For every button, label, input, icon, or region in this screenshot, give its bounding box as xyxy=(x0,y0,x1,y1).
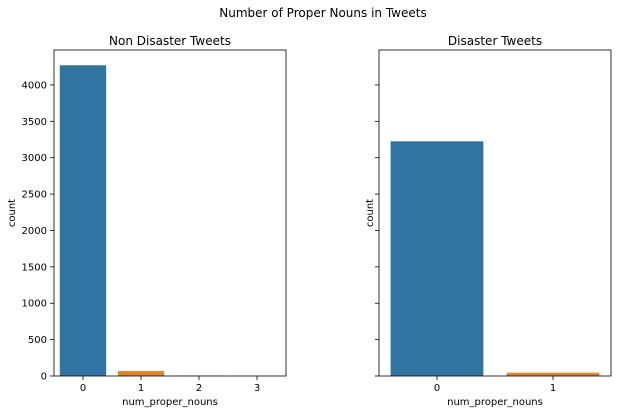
subplot-title-non-disaster: Non Disaster Tweets xyxy=(109,34,231,48)
y-tick-label-non-disaster: 1500 xyxy=(22,262,47,273)
y-axis-title-non-disaster: count xyxy=(7,199,18,227)
plot-area-non-disaster: 0 500 1000 1500 2000 2500 3000 3500 4000 0 1 2 3 xyxy=(22,49,287,394)
y-tick-label-non-disaster: 4000 xyxy=(22,80,47,91)
x-axis-title-non-disaster: num_proper_nouns xyxy=(122,397,218,408)
y-tick-label-non-disaster: 500 xyxy=(28,335,47,346)
y-tick-label-non-disaster: 1000 xyxy=(22,299,47,310)
x-tick-label-disaster: 0 xyxy=(434,383,440,394)
y-tick-label-non-disaster: 2000 xyxy=(22,226,47,237)
x-tick-label-disaster: 1 xyxy=(550,383,556,394)
y-tick-label-non-disaster: 3500 xyxy=(22,117,47,128)
subplot-non-disaster: Non Disaster Tweets 0 500 1000 1500 2000 2500… xyxy=(7,34,287,408)
x-tick-label-non-disaster: 3 xyxy=(254,383,260,394)
bar-disaster-1 xyxy=(506,372,600,376)
x-axis-title-disaster: num_proper_nouns xyxy=(447,397,543,408)
axes-frame-non-disaster xyxy=(53,49,287,377)
bar-non-disaster-1 xyxy=(117,371,165,376)
axes-frame-disaster xyxy=(378,49,612,377)
subplot-title-disaster: Disaster Tweets xyxy=(448,34,542,48)
x-tick-label-non-disaster: 0 xyxy=(80,383,86,394)
suptitle: Number of Proper Nouns in Tweets xyxy=(219,6,426,20)
y-tick-label-non-disaster: 2500 xyxy=(22,190,47,201)
y-axis-title-disaster: count xyxy=(365,199,376,227)
bar-non-disaster-0 xyxy=(59,65,107,376)
y-tick-label-non-disaster: 3000 xyxy=(22,153,47,164)
x-tick-label-non-disaster: 2 xyxy=(196,383,202,394)
x-tick-label-non-disaster: 1 xyxy=(138,383,144,394)
bar-disaster-0 xyxy=(390,141,484,376)
y-tick-label-non-disaster: 0 xyxy=(41,372,47,383)
